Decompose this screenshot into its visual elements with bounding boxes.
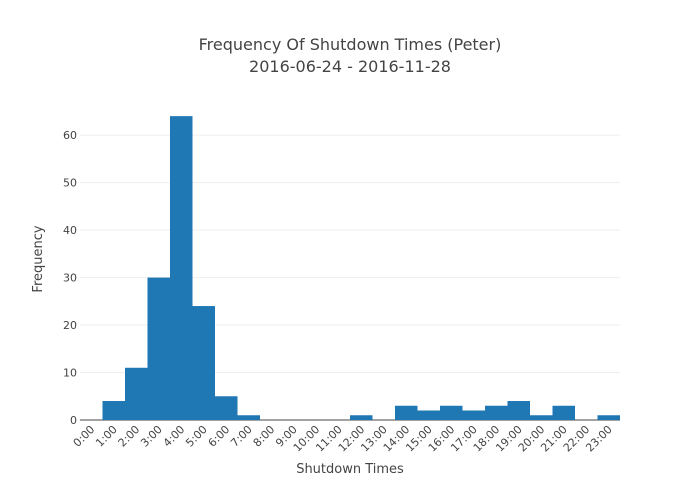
- y-tick-label: 20: [63, 319, 77, 332]
- bar-1-00[interactable]: [102, 401, 126, 420]
- x-tick-label: 5:00: [183, 423, 210, 450]
- bar-18-00[interactable]: [485, 405, 508, 420]
- bars: [102, 116, 621, 421]
- bar-19-00[interactable]: [507, 401, 531, 420]
- x-tick-label: 23:00: [583, 423, 615, 455]
- y-axis-title: Frequency: [31, 225, 46, 292]
- bar-21-00[interactable]: [552, 405, 576, 420]
- bar-16-00[interactable]: [440, 405, 463, 420]
- bar-20-00[interactable]: [530, 415, 553, 420]
- y-tick-label: 60: [63, 129, 77, 142]
- x-tick-label: 2:00: [116, 423, 143, 450]
- bar-12-00[interactable]: [350, 415, 373, 420]
- y-tick-label: 0: [70, 414, 77, 427]
- x-tick-labels: 0:001:002:003:004:005:006:007:008:009:00…: [71, 423, 615, 455]
- x-tick-label: 4:00: [161, 423, 188, 450]
- x-axis-title: Shutdown Times: [296, 462, 404, 477]
- chart-title-line1: Frequency Of Shutdown Times (Peter): [199, 35, 502, 54]
- y-tick-labels: 0 10 20 30 40 50 60: [63, 129, 77, 427]
- bar-14-00[interactable]: [395, 405, 418, 420]
- bar-17-00[interactable]: [462, 410, 486, 420]
- bar-2-00[interactable]: [125, 367, 148, 420]
- bar-4-00[interactable]: [170, 116, 193, 421]
- x-tick-label: 1:00: [93, 423, 120, 450]
- x-tick-label: 7:00: [228, 423, 255, 450]
- bar-5-00[interactable]: [192, 306, 216, 420]
- bar-15-00[interactable]: [417, 410, 441, 420]
- chart-title-line2: 2016-06-24 - 2016-11-28: [249, 57, 451, 76]
- bar-6-00[interactable]: [215, 396, 238, 420]
- y-tick-label: 40: [63, 224, 77, 237]
- x-tick-label: 6:00: [206, 423, 233, 450]
- bar-7-00[interactable]: [237, 415, 261, 420]
- x-tick-label: 8:00: [251, 423, 278, 450]
- bar-23-00[interactable]: [597, 415, 621, 420]
- x-tick-label: 3:00: [138, 423, 165, 450]
- bar-3-00[interactable]: [147, 277, 171, 420]
- y-tick-label: 50: [63, 177, 77, 190]
- y-tick-label: 30: [63, 272, 77, 285]
- y-tick-label: 10: [63, 367, 77, 380]
